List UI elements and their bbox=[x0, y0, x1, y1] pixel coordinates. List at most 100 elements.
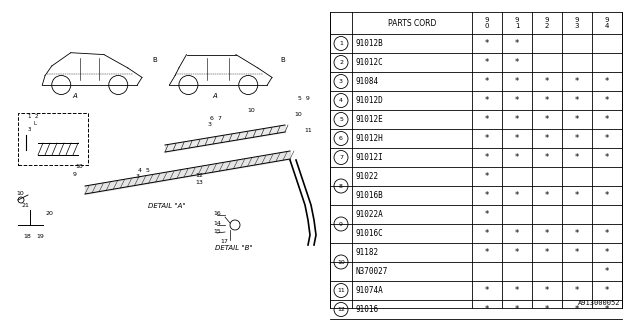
Text: 91016: 91016 bbox=[356, 305, 379, 314]
Text: 18: 18 bbox=[23, 234, 31, 239]
Text: *: * bbox=[605, 96, 609, 105]
Text: N370027: N370027 bbox=[356, 267, 388, 276]
Text: 91074A: 91074A bbox=[356, 286, 384, 295]
Text: *: * bbox=[545, 96, 549, 105]
Text: 9: 9 bbox=[339, 221, 343, 227]
Text: 19: 19 bbox=[36, 234, 44, 239]
Text: 91084: 91084 bbox=[356, 77, 379, 86]
Text: *: * bbox=[575, 286, 579, 295]
Text: B: B bbox=[152, 57, 157, 63]
Text: 3: 3 bbox=[339, 79, 343, 84]
Text: *: * bbox=[485, 134, 489, 143]
Text: L: L bbox=[34, 121, 37, 126]
Text: *: * bbox=[575, 153, 579, 162]
Text: *: * bbox=[575, 191, 579, 200]
Text: *: * bbox=[515, 39, 519, 48]
Text: 13: 13 bbox=[195, 180, 203, 185]
Text: *: * bbox=[515, 153, 519, 162]
Text: *: * bbox=[605, 305, 609, 314]
Text: 9
3: 9 3 bbox=[575, 17, 579, 29]
Text: *: * bbox=[485, 172, 489, 181]
Text: *: * bbox=[515, 248, 519, 257]
Text: 5  9: 5 9 bbox=[298, 96, 310, 101]
Text: 2: 2 bbox=[339, 60, 343, 65]
Text: *: * bbox=[515, 191, 519, 200]
Text: 91022A: 91022A bbox=[356, 210, 384, 219]
Text: *: * bbox=[605, 134, 609, 143]
Text: 1: 1 bbox=[339, 41, 343, 46]
Text: 5: 5 bbox=[339, 117, 343, 122]
Text: *: * bbox=[515, 96, 519, 105]
Text: *: * bbox=[515, 115, 519, 124]
Text: 11: 11 bbox=[304, 128, 312, 133]
Text: *: * bbox=[485, 305, 489, 314]
Text: 91016B: 91016B bbox=[356, 191, 384, 200]
Text: *: * bbox=[485, 77, 489, 86]
Text: 9
0: 9 0 bbox=[484, 17, 489, 29]
Text: *: * bbox=[515, 58, 519, 67]
Text: PARTS CORD: PARTS CORD bbox=[388, 19, 436, 28]
Text: 11: 11 bbox=[337, 288, 345, 293]
Text: 10: 10 bbox=[16, 191, 24, 196]
Text: 6  7: 6 7 bbox=[210, 116, 222, 121]
Text: 17: 17 bbox=[220, 239, 228, 244]
Text: DETAIL "B": DETAIL "B" bbox=[215, 245, 253, 251]
Text: 91012D: 91012D bbox=[356, 96, 384, 105]
Text: 91182: 91182 bbox=[356, 248, 379, 257]
Text: *: * bbox=[485, 210, 489, 219]
Text: *: * bbox=[545, 134, 549, 143]
Text: *: * bbox=[485, 286, 489, 295]
Text: *: * bbox=[485, 153, 489, 162]
Text: *: * bbox=[575, 305, 579, 314]
Text: *: * bbox=[605, 267, 609, 276]
Text: 10: 10 bbox=[75, 164, 83, 169]
Text: 91012E: 91012E bbox=[356, 115, 384, 124]
Text: 10: 10 bbox=[247, 108, 255, 113]
Text: *: * bbox=[545, 191, 549, 200]
Text: 14: 14 bbox=[213, 221, 221, 226]
Text: *: * bbox=[545, 305, 549, 314]
Text: 91012C: 91012C bbox=[356, 58, 384, 67]
Text: *: * bbox=[515, 77, 519, 86]
Text: *: * bbox=[605, 153, 609, 162]
Text: *: * bbox=[575, 115, 579, 124]
Text: *: * bbox=[515, 229, 519, 238]
Text: A: A bbox=[212, 93, 218, 99]
Text: 12: 12 bbox=[337, 307, 345, 312]
Text: *: * bbox=[485, 248, 489, 257]
Text: *: * bbox=[545, 77, 549, 86]
Text: *: * bbox=[605, 191, 609, 200]
Text: 91016C: 91016C bbox=[356, 229, 384, 238]
Text: 15: 15 bbox=[213, 229, 221, 234]
Text: 91012I: 91012I bbox=[356, 153, 384, 162]
Text: 8: 8 bbox=[339, 183, 343, 188]
Text: *: * bbox=[605, 248, 609, 257]
Text: *: * bbox=[605, 286, 609, 295]
Text: 3: 3 bbox=[208, 122, 212, 127]
Text: 10: 10 bbox=[294, 112, 301, 117]
Text: 9
2: 9 2 bbox=[545, 17, 549, 29]
Text: A913000052: A913000052 bbox=[577, 300, 620, 306]
Text: *: * bbox=[515, 134, 519, 143]
Text: *: * bbox=[605, 115, 609, 124]
Text: *: * bbox=[575, 229, 579, 238]
Text: 16: 16 bbox=[213, 211, 221, 216]
Text: 7: 7 bbox=[339, 155, 343, 160]
Text: 3: 3 bbox=[136, 174, 140, 179]
Text: 91022: 91022 bbox=[356, 172, 379, 181]
Text: *: * bbox=[575, 77, 579, 86]
Text: *: * bbox=[485, 96, 489, 105]
Bar bbox=[330, 12, 622, 308]
Text: 12: 12 bbox=[195, 173, 203, 178]
Text: *: * bbox=[545, 229, 549, 238]
Text: 9
1: 9 1 bbox=[515, 17, 519, 29]
Text: 9: 9 bbox=[73, 172, 77, 177]
Text: 21: 21 bbox=[22, 203, 30, 208]
Text: *: * bbox=[545, 115, 549, 124]
Text: *: * bbox=[605, 229, 609, 238]
Text: *: * bbox=[515, 305, 519, 314]
Text: *: * bbox=[575, 248, 579, 257]
Text: *: * bbox=[515, 286, 519, 295]
Text: 3: 3 bbox=[28, 127, 31, 132]
Text: *: * bbox=[545, 286, 549, 295]
